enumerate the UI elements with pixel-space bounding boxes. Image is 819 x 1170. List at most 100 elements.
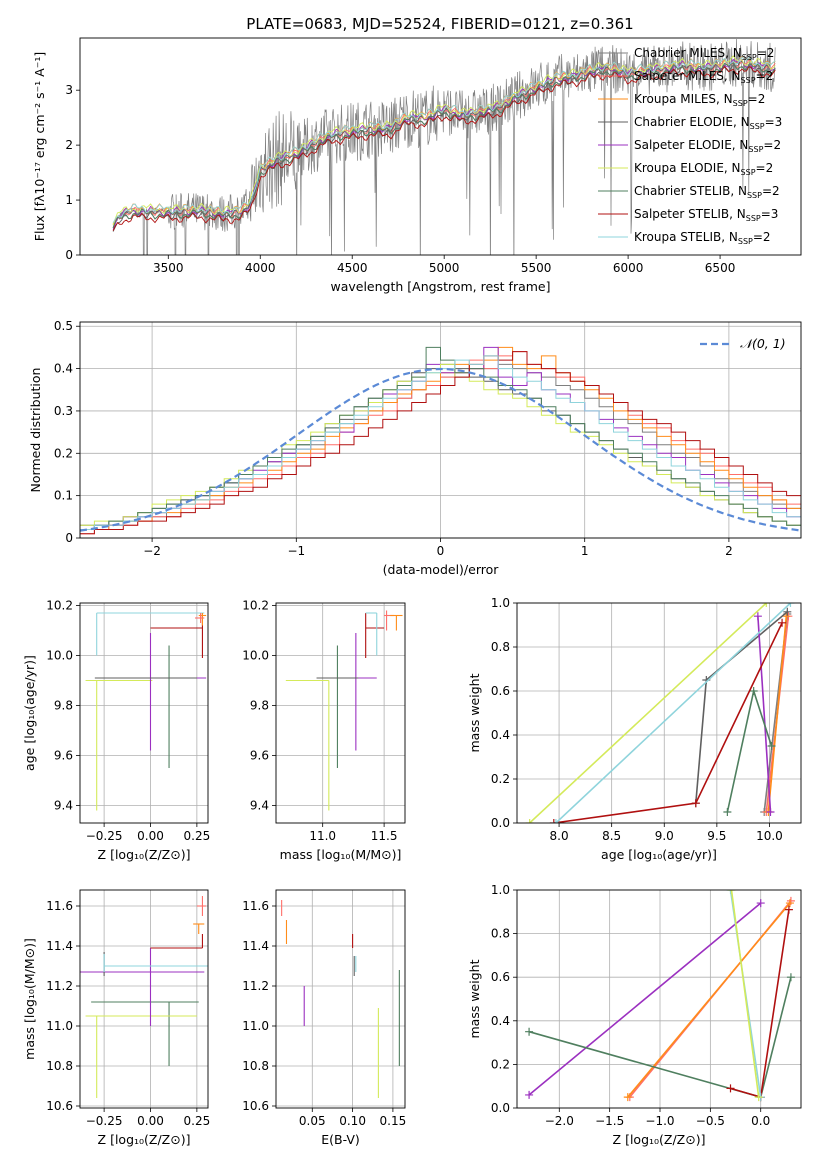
x-tick-label: −2 (143, 544, 161, 558)
y-axis-label: Normed distribution (28, 368, 43, 493)
model-spectrum-line (112, 65, 776, 231)
mass-weight-line (757, 616, 772, 813)
mass-weight-marker (623, 1093, 632, 1102)
mass-weight-marker (525, 1027, 534, 1036)
y-tick-label: 0.2 (491, 772, 510, 786)
x-tick-label: 0.0 (751, 1114, 770, 1128)
mass-weight-marker (549, 819, 558, 823)
age_vs_Z-panel: −0.25 0.00 0.25 9.4 9.6 9.8 10.0 10.2 Z [log₁₀(Z… (22, 599, 210, 863)
y-axis-label: mass weight (467, 673, 482, 752)
y-tick-label: 9.6 (54, 749, 73, 763)
axes-frame (516, 889, 802, 1109)
y-tick-label: 11.4 (242, 939, 269, 953)
x-axis-label: mass [log₁₀(M/M⊙)] (280, 847, 402, 862)
y-axis-label: Flux [fλ10⁻¹⁷ erg cm⁻² s⁻¹ A⁻¹] (32, 52, 47, 241)
age_vs_Z-plot-area (85, 612, 207, 811)
y-tick-label: 0.4 (54, 362, 73, 376)
y-tick-label: 9.8 (250, 699, 269, 713)
x-axis-label: wavelength [Angstrom, rest frame] (330, 279, 550, 294)
mass-weight-marker (691, 799, 700, 808)
y-tick-label: 10.8 (242, 1059, 269, 1073)
y-tick-label: 0.6 (491, 684, 510, 698)
y-tick-label: 0.4 (491, 728, 510, 742)
mass-weight-marker (784, 905, 793, 914)
mass-weight-marker (727, 890, 736, 894)
axes-frame (516, 602, 802, 824)
y-tick-label: 11.0 (46, 1019, 73, 1033)
x-tick-label: 0.10 (339, 1114, 366, 1128)
mass_vs_ebv-panel: 0.05 0.10 0.15 10.6 10.8 11.0 11.2 11.4 11.6 E(B-… (242, 889, 406, 1147)
legend-entry: Salpeter MILES, NSSP=2 (634, 69, 773, 85)
x-tick-label: 0.00 (137, 1114, 164, 1128)
y-tick-label: 0.5 (54, 319, 73, 333)
y-tick-label: 0.0 (491, 1101, 510, 1115)
mass-weight-marker (726, 1084, 735, 1093)
x-axis-label: Z [log₁₀(Z/Z⊙)] (613, 1132, 706, 1147)
y-tick-label: 0.3 (54, 404, 73, 418)
mass-weight-line (555, 603, 792, 823)
x-tick-label: 11.5 (371, 829, 398, 843)
model-spectrum-line (112, 56, 776, 224)
axes-frame (79, 889, 209, 1109)
y-tick-label: 11.0 (242, 1019, 269, 1033)
mass-weight-marker (786, 973, 795, 982)
mass_vs_ebv-plot-area (281, 900, 400, 1098)
legend-entry: Salpeter STELIB, NSSP=3 (634, 207, 778, 223)
y-tick-label: 2 (65, 138, 73, 152)
y-tick-label: 10.2 (46, 599, 73, 613)
mass-weight-line (730, 890, 760, 1098)
y-tick-label: 11.2 (242, 979, 269, 993)
residuals-panel: −2 −1 0 1 2 0 0.1 0.2 0.3 0.4 0.5 (data-model)/erro… (28, 319, 802, 577)
x-axis-label: Z [log₁₀(Z/Z⊙)] (98, 1132, 191, 1147)
panels: 3500 4000 4500 5000 5500 6000 6500 0 1 2 3 waveleng… (22, 37, 802, 1147)
x-tick-label: 9.5 (707, 829, 726, 843)
mass-weight-marker (762, 603, 771, 607)
x-tick-label: 5000 (429, 261, 460, 275)
normal-curve (80, 367, 801, 532)
y-axis-label: mass [log₁₀(M/M⊙)] (22, 938, 37, 1060)
y-tick-label: 0.6 (491, 970, 510, 984)
y-tick-label: 10.6 (46, 1099, 73, 1113)
y-axis-label: age [log₁₀(age/yr)] (22, 655, 37, 771)
x-tick-label: 2 (725, 544, 733, 558)
residual-histogram (80, 346, 801, 538)
x-tick-label: 0.25 (184, 829, 211, 843)
x-tick-label: 5500 (521, 261, 552, 275)
axes-frame (79, 321, 802, 539)
y-tick-label: 0.2 (491, 1057, 510, 1071)
y-tick-label: 9.6 (250, 749, 269, 763)
mass-weight-marker (525, 819, 534, 823)
figure-title: PLATE=0683, MJD=52524, FIBERID=0121, z=0… (246, 15, 633, 33)
residual-histogram (80, 363, 801, 538)
weight_vs_age-plot-area (525, 603, 795, 823)
mass_vs_Z-panel: −0.25 0.00 0.25 10.6 10.8 11.0 11.2 11.4 11.6 Z [… (22, 889, 210, 1147)
x-tick-label: 1 (581, 544, 589, 558)
x-tick-label: 4500 (337, 261, 368, 275)
legend-entry: Kroupa STELIB, NSSP=2 (634, 230, 771, 246)
x-tick-label: −1.0 (645, 1114, 674, 1128)
residuals-plot-area (80, 346, 801, 538)
residual-histogram (80, 351, 801, 538)
y-tick-label: 0.1 (54, 489, 73, 503)
mass-weight-marker (756, 899, 765, 908)
mass-weight-marker (754, 1093, 763, 1102)
x-tick-label: −2.0 (545, 1114, 574, 1128)
y-tick-label: 1.0 (491, 883, 510, 897)
axes-frame (79, 37, 802, 256)
y-tick-label: 0.4 (491, 1014, 510, 1028)
x-tick-label: 4000 (245, 261, 276, 275)
axes-frame (275, 602, 406, 824)
mass-weight-marker (778, 618, 787, 627)
mass-weight-marker (723, 808, 732, 816)
x-tick-label: 8.0 (550, 829, 569, 843)
y-tick-label: 10.0 (46, 649, 73, 663)
legend-entry: 𝒩(0, 1) (740, 336, 786, 351)
y-tick-label: 11.2 (46, 979, 73, 993)
x-tick-label: 9.0 (655, 829, 674, 843)
x-tick-label: 8.5 (602, 829, 621, 843)
mass-weight-line (627, 902, 791, 1098)
mass_vs_Z-plot-area (80, 896, 208, 1098)
axes-frame (275, 889, 406, 1109)
y-tick-label: 10.8 (46, 1059, 73, 1073)
